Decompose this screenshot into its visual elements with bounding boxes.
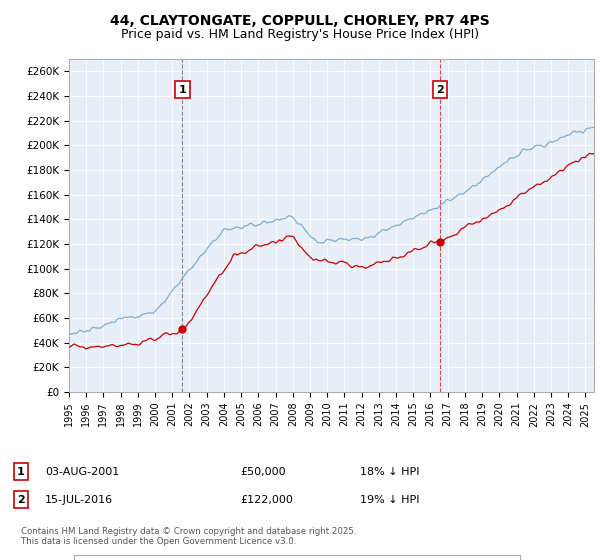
- Text: 19% ↓ HPI: 19% ↓ HPI: [360, 494, 419, 505]
- Text: 1: 1: [17, 466, 25, 477]
- Legend: 44, CLAYTONGATE, COPPULL, CHORLEY, PR7 4PS (semi-detached house), HPI: Average p: 44, CLAYTONGATE, COPPULL, CHORLEY, PR7 4…: [74, 555, 520, 560]
- Text: Contains HM Land Registry data © Crown copyright and database right 2025.
This d: Contains HM Land Registry data © Crown c…: [21, 526, 356, 546]
- Text: 2: 2: [17, 494, 25, 505]
- Text: £122,000: £122,000: [240, 494, 293, 505]
- Text: 18% ↓ HPI: 18% ↓ HPI: [360, 466, 419, 477]
- Text: 44, CLAYTONGATE, COPPULL, CHORLEY, PR7 4PS: 44, CLAYTONGATE, COPPULL, CHORLEY, PR7 4…: [110, 14, 490, 28]
- Text: 1: 1: [178, 85, 186, 95]
- Text: Price paid vs. HM Land Registry's House Price Index (HPI): Price paid vs. HM Land Registry's House …: [121, 28, 479, 41]
- Text: 03-AUG-2001: 03-AUG-2001: [45, 466, 119, 477]
- Text: 2: 2: [436, 85, 443, 95]
- Text: £50,000: £50,000: [240, 466, 286, 477]
- Text: 15-JUL-2016: 15-JUL-2016: [45, 494, 113, 505]
